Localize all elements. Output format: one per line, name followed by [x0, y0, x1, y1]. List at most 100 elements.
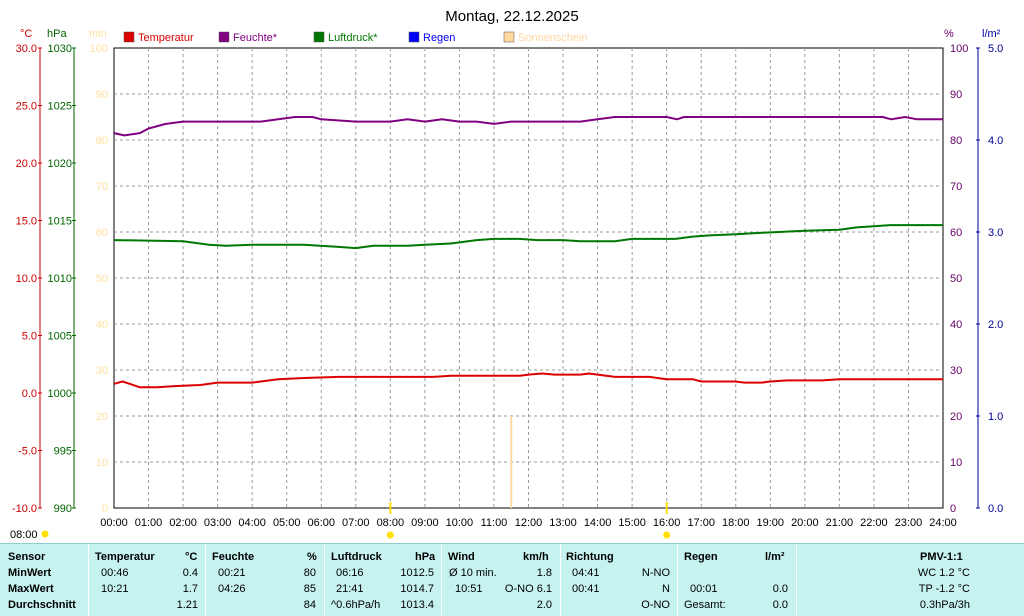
temperature-tick-label: 30.0 [16, 43, 37, 55]
header-sensor: Sensor [8, 551, 46, 563]
minutes-tick-label: 50 [96, 273, 108, 285]
rain-total-value: 0.0 [772, 599, 788, 611]
pres-trend: ^0.6hPa/h [331, 599, 381, 611]
time-marker-dot [386, 531, 394, 539]
legend-swatch [503, 31, 515, 43]
header-rain-unit: l/m² [765, 551, 785, 563]
temperature-tick-label: 5.0 [22, 331, 37, 343]
header-pmv: PMV-1:1 [920, 551, 963, 563]
header-humidity: Feuchte [212, 551, 255, 563]
legend-label: Temperatur [138, 32, 194, 44]
dir-min-time: 04:41 [572, 567, 600, 579]
legend-label: Sonnenschein [518, 32, 588, 44]
pressure-tick-label: 990 [54, 503, 72, 515]
rain-tick-label: 0.0 [988, 503, 1003, 515]
x-tick-label: 24:00 [929, 517, 957, 529]
temperature-tick-label: 25.0 [16, 101, 37, 113]
temp-min-time: 00:46 [101, 567, 129, 579]
humidity-tick-label: 70 [950, 181, 962, 193]
pres-min-time: 06:16 [336, 567, 364, 579]
header-rain: Regen [684, 551, 718, 563]
pres-avg-value: 1013.4 [400, 599, 434, 611]
temperature-tick-label: 0.0 [22, 388, 37, 400]
dir-max-time: 00:41 [572, 583, 600, 595]
weather-chart: Montag, 22.12.2025 °C hPa min% l/m² 30.0 25.0 2… [10, 8, 1003, 541]
wind-max-time: 10:51 [455, 583, 483, 595]
pressure-tick-label: 1015 [48, 216, 72, 228]
rain-tick-label: 1.0 [988, 411, 1003, 423]
x-tick-label: 05:00 [273, 517, 301, 529]
temperature-axis-unit: °C [20, 28, 32, 40]
legend-label: Luftdruck* [328, 32, 378, 44]
rain-tick-label: 5.0 [988, 43, 1003, 55]
pressure-tick-label: 1010 [48, 273, 72, 285]
x-tick-label: 21:00 [826, 517, 854, 529]
legend-label: Feuchte* [233, 32, 278, 44]
pmv-windchill: WC 1.2 °C [917, 567, 970, 579]
row-label-average: Durchschnitt [8, 599, 76, 611]
x-tick-label: 09:00 [411, 517, 439, 529]
x-tick-label: 23:00 [895, 517, 923, 529]
pressure-tick-label: 1020 [48, 158, 72, 170]
dir-max-value: N [662, 583, 670, 595]
temperature-tick-label: -10.0 [12, 503, 37, 515]
wind-min-value: 1.8 [536, 567, 552, 579]
minutes-tick-label: 0 [102, 503, 108, 515]
row-label-max: MaxWert [8, 583, 54, 595]
column-divider [205, 544, 206, 616]
x-tick-label: 19:00 [757, 517, 785, 529]
rain-tick-label: 3.0 [988, 227, 1003, 239]
humidity-tick-label: 20 [950, 411, 962, 423]
humidity-tick-label: 60 [950, 227, 962, 239]
pressure-tick-label: 1000 [48, 388, 72, 400]
pres-min-value: 1012.5 [400, 567, 434, 579]
humidity-tick-label: 30 [950, 365, 962, 377]
hum-max-value: 85 [303, 583, 316, 595]
header-wind-unit: km/h [523, 551, 549, 563]
minutes-axis-unit: min [89, 28, 107, 40]
x-tick-label: 12:00 [515, 517, 543, 529]
rain-max-time: 00:01 [690, 583, 718, 595]
pres-max-time: 21:41 [336, 583, 364, 595]
humidity-tick-label: 50 [950, 273, 962, 285]
x-tick-label: 20:00 [791, 517, 819, 529]
pressure-tick-label: 995 [54, 446, 72, 458]
time-marker-dot [663, 531, 671, 539]
rain-max-value: 0.0 [772, 583, 788, 595]
temp-max-time: 10:21 [101, 583, 129, 595]
legend-swatch [313, 31, 325, 43]
pressure-tick-label: 1025 [48, 101, 72, 113]
temp-max-value: 1.7 [182, 583, 198, 595]
header-temperature-unit: °C [185, 551, 198, 563]
rain-axis-unit: l/m² [982, 28, 1001, 40]
column-divider [441, 544, 442, 616]
wind-avg-value: 2.0 [536, 599, 552, 611]
sunshine-bar [510, 416, 513, 508]
chart-title: Montag, 22.12.2025 [445, 8, 578, 25]
series-line-luftdruck [113, 224, 943, 250]
legend-label: Regen [423, 32, 455, 44]
column-divider [560, 544, 561, 616]
x-tick-label: 16:00 [653, 517, 681, 529]
pressure-tick-label: 1030 [48, 43, 72, 55]
minutes-tick-label: 70 [96, 181, 108, 193]
x-tick-label: 11:00 [481, 517, 508, 529]
humidity-tick-label: 10 [950, 457, 962, 469]
pressure-axis-unit: hPa [47, 28, 67, 40]
humidity-tick-label: 40 [950, 319, 962, 331]
humidity-tick-label: 80 [950, 135, 962, 147]
header-pressure-unit: hPa [415, 551, 436, 563]
x-tick-label: 00:00 [100, 517, 128, 529]
header-pressure: Luftdruck [331, 551, 382, 563]
pressure-tick-label: 1005 [48, 331, 72, 343]
hum-min-value: 80 [303, 567, 316, 579]
hum-avg-value: 84 [303, 599, 316, 611]
wind-max-value: O-NO 6.1 [504, 583, 552, 595]
x-tick-label: 03:00 [204, 517, 232, 529]
row-label-min: MinWert [8, 567, 52, 579]
hum-min-time: 00:21 [218, 567, 246, 579]
temperature-tick-label: 10.0 [16, 273, 37, 285]
header-humidity-unit: % [307, 551, 317, 563]
header-wind: Wind [448, 551, 475, 563]
rain-tick-label: 4.0 [988, 135, 1003, 147]
